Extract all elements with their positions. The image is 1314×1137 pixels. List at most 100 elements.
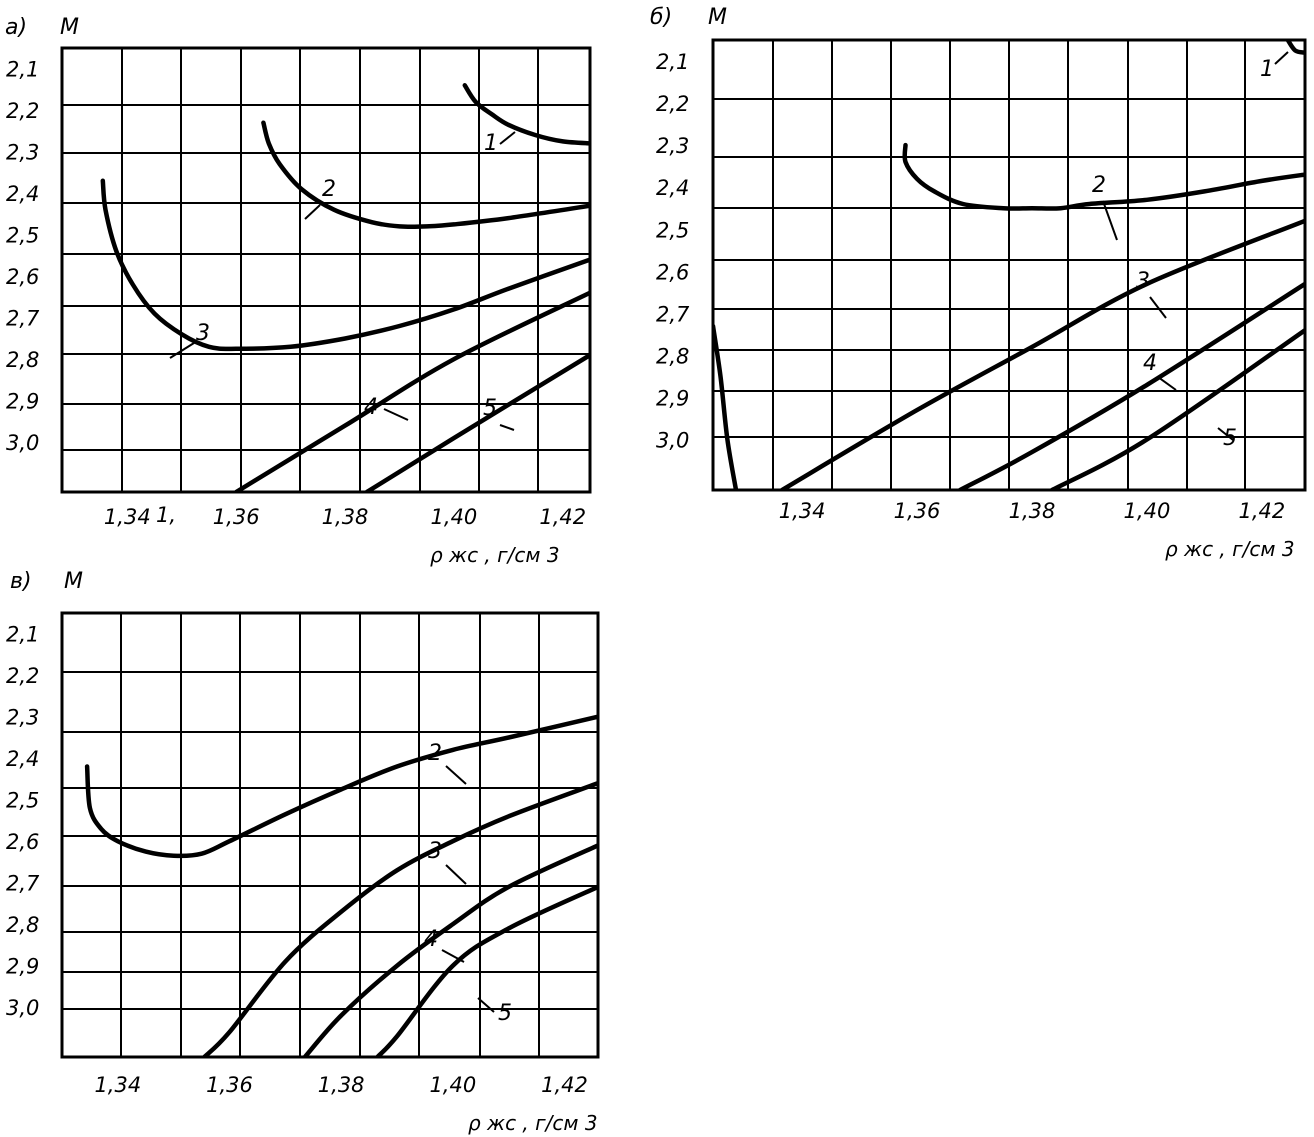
y-tick-label: 2,3 <box>656 134 689 158</box>
y-tick-label: 3,0 <box>6 431 39 455</box>
series-curve-unlabeled <box>713 323 739 490</box>
x-axis-label: ρ жс , г/см 3 <box>1165 537 1295 561</box>
series-curve-4 <box>957 281 1305 490</box>
series-curve-3 <box>202 780 598 1057</box>
series-curve-2 <box>84 714 598 859</box>
y-axis-label: М <box>60 15 79 40</box>
x-axis-label: ρ жс , г/см 3 <box>468 1111 598 1135</box>
series-curve-4 <box>302 843 598 1057</box>
y-axis-label: М <box>64 569 83 594</box>
y-tick-label: 2,7 <box>6 307 40 331</box>
y-tick-label: 2,9 <box>656 386 689 410</box>
x-axis-label: ρ жс , г/см 3 <box>430 543 560 567</box>
series-curve-3 <box>100 178 590 352</box>
series-label-4: 4 <box>424 927 438 952</box>
x-tick-label: 1,42 <box>541 1073 588 1097</box>
y-tick-label: 2,3 <box>6 706 39 730</box>
series-leader-line-1 <box>499 131 516 145</box>
y-tick-label: 2,9 <box>6 390 39 414</box>
series-label-3: 3 <box>428 839 442 864</box>
chart-panel-a: 1 2 3 4 5 2,1 2,2 2,3 2,4 2,5 2,6 2,7 2,8 2,9 3,0 1,34… <box>5 15 592 567</box>
stray-label: 1, <box>156 503 176 527</box>
series-leader-line-5 <box>499 424 515 431</box>
y-tick-label: 2,4 <box>6 182 39 206</box>
y-tick-label: 2,6 <box>6 830 39 854</box>
y-axis-label: М <box>708 5 727 30</box>
x-tick-label: 1,36 <box>894 499 941 523</box>
series-label-2: 2 <box>322 177 336 202</box>
x-tick-label: 1,40 <box>1124 499 1171 523</box>
y-tick-label: 2,4 <box>656 176 689 200</box>
series-leader-line-3 <box>169 342 195 359</box>
series-label-3: 3 <box>1136 269 1150 294</box>
series-label-4: 4 <box>1143 351 1157 376</box>
x-tick-label: 1,34 <box>779 499 826 523</box>
series-label-3: 3 <box>196 321 210 346</box>
plot-frame <box>711 38 1307 492</box>
series-label-1: 1 <box>1260 57 1274 82</box>
y-tick-label: 2,5 <box>6 789 39 813</box>
series-label-1: 1 <box>484 131 498 156</box>
y-tick-label: 2,3 <box>6 141 39 165</box>
panel-label: в) <box>10 569 32 594</box>
series-curve-1 <box>462 83 590 146</box>
x-tick-label: 1,36 <box>213 505 260 529</box>
series-label-2: 2 <box>1092 173 1106 198</box>
panel-label: а) <box>5 15 27 40</box>
x-tick-label: 1,34 <box>94 1073 141 1097</box>
series-label-5: 5 <box>483 396 497 421</box>
series-leader-line-1 <box>1274 51 1289 65</box>
y-tick-label: 2,8 <box>6 913 39 937</box>
series-label-4: 4 <box>364 395 378 420</box>
y-tick-label: 2,6 <box>656 260 689 284</box>
x-tick-label: 1,38 <box>1009 499 1056 523</box>
series-leader-line-2 <box>304 204 321 220</box>
x-tick-label: 1,34 <box>104 505 151 529</box>
series-leader-line-3 <box>445 864 467 885</box>
y-tick-label: 2,9 <box>6 955 39 979</box>
y-tick-label: 2,2 <box>6 664 39 688</box>
series-leader-line-4 <box>441 949 465 963</box>
series-curve-3 <box>779 218 1305 490</box>
series-curve-5 <box>375 884 598 1057</box>
x-tick-label: 1,38 <box>322 505 369 529</box>
x-tick-label: 1,40 <box>429 1073 476 1097</box>
panel-label: б) <box>650 5 672 30</box>
y-tick-label: 3,0 <box>6 996 39 1020</box>
y-tick-label: 2,1 <box>656 50 689 74</box>
x-tick-label: 1,40 <box>431 505 478 529</box>
series-leader-line-5 <box>477 997 495 1013</box>
series-curve-5 <box>1049 327 1305 490</box>
y-tick-label: 2,8 <box>656 344 689 368</box>
y-tick-label: 2,2 <box>656 92 689 116</box>
plot-frame <box>60 611 600 1059</box>
series-curve-2 <box>902 142 1305 211</box>
chart-panel-c: 2 3 4 5 2,1 2,2 2,3 2,4 2,5 2,6 2,7 2,8 2,9 3,0 1,34 1… <box>6 569 600 1135</box>
series-curve-4 <box>233 290 590 492</box>
series-curve-5 <box>364 352 590 492</box>
y-tick-label: 2,1 <box>6 58 39 82</box>
y-tick-label: 2,7 <box>6 872 40 896</box>
x-tick-label: 1,36 <box>206 1073 253 1097</box>
y-tick-label: 2,1 <box>6 623 39 647</box>
series-leader-line-2 <box>445 765 467 785</box>
series-leader-line-2 <box>1102 200 1118 241</box>
y-tick-label: 2,7 <box>656 302 690 326</box>
y-tick-label: 2,5 <box>6 224 39 248</box>
series-curve-2 <box>261 120 590 230</box>
series-label-5: 5 <box>498 1001 512 1026</box>
x-tick-label: 1,38 <box>318 1073 365 1097</box>
plot-frame <box>60 46 592 494</box>
y-tick-label: 2,4 <box>6 747 39 771</box>
series-leader-line-3 <box>1149 296 1167 319</box>
x-tick-label: 1,42 <box>1239 499 1286 523</box>
y-tick-label: 2,6 <box>6 265 39 289</box>
series-leader-line-4 <box>383 408 409 421</box>
series-label-2: 2 <box>428 741 442 766</box>
y-tick-label: 3,0 <box>656 429 689 453</box>
y-tick-label: 2,8 <box>6 348 39 372</box>
series-leader-line-5 <box>1217 427 1234 441</box>
series-leader-line-4 <box>1157 376 1177 391</box>
